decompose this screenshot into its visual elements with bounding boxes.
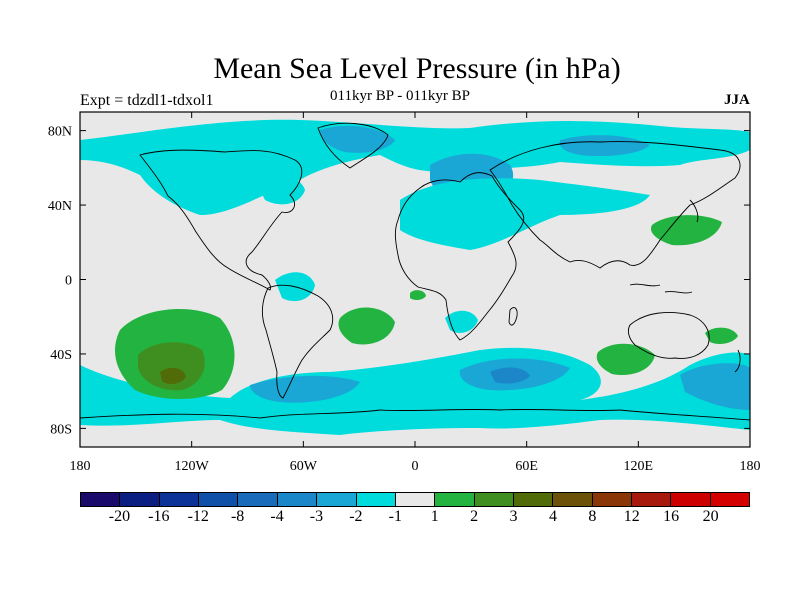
- lat-tick-label: 80N: [48, 125, 72, 140]
- field-pos1-north-pacific: [650, 215, 722, 246]
- lon-tick-label: 120E: [624, 459, 654, 474]
- coastline-north-america: [139, 149, 303, 291]
- lon-tick-label: 180: [70, 459, 91, 474]
- field-neg1-south-atlantic-small: [445, 310, 478, 333]
- colorbar-level-label: 4: [548, 508, 557, 525]
- field-neg2-greenland: [320, 125, 395, 153]
- lat-tick-label: 80S: [50, 422, 72, 437]
- field-pos1-aus-east: [705, 327, 738, 344]
- coastline-south-america: [261, 284, 334, 399]
- coastline-japan: [689, 199, 699, 223]
- coastline-new-zealand: [734, 349, 741, 373]
- colorbar-swatch: [199, 493, 239, 506]
- lon-tick-label: 60W: [290, 459, 318, 474]
- colorbar-labels: -20 -16 -12 -8 -4 -3 -2 -1 1 2 3 4 8 12 16 20: [80, 508, 750, 528]
- colorbar-swatch: [632, 493, 672, 506]
- colorbar-swatch: [592, 493, 633, 506]
- colorbar-swatch: [317, 493, 357, 506]
- colorbar-swatch: [238, 493, 278, 506]
- colorbar-swatch: [435, 493, 475, 506]
- coastlines: [79, 122, 751, 421]
- field-neg1-southern-ocean: [80, 347, 750, 435]
- colorbar-swatch: [159, 493, 200, 506]
- colorbar-swatch: [671, 493, 711, 506]
- colorbar-swatch: [395, 493, 436, 506]
- colorbar: [80, 492, 750, 507]
- latitude-axis: 80N 40N 0 40S 80S: [48, 125, 750, 437]
- colorbar-level-label: 3: [509, 508, 518, 525]
- colorbar-level-label: 8: [588, 508, 597, 525]
- field-pos1-south-atlantic: [338, 307, 395, 345]
- page-title: Mean Sea Level Pressure (in hPa): [213, 52, 621, 85]
- colorbar-level-label: -16: [148, 508, 170, 525]
- field-neg1-na-coast: [255, 174, 305, 205]
- colorbar-swatch: [710, 493, 750, 506]
- season-label: JJA: [724, 92, 750, 108]
- colorbar-swatch: [553, 493, 593, 506]
- lat-tick-label: 40S: [50, 348, 72, 363]
- colorbar-level-label: 16: [663, 508, 680, 525]
- colorbar-level-label: -3: [309, 508, 324, 525]
- coastline-asia: [489, 141, 741, 269]
- colorbar-level-label: 20: [702, 508, 719, 525]
- lon-tick-label: 0: [412, 459, 419, 474]
- colorbar-level-label: -12: [187, 508, 209, 525]
- colorbar-level-label: -4: [270, 508, 284, 525]
- colorbar-swatch: [120, 493, 160, 506]
- coastline-greenland: [317, 122, 389, 169]
- coastline-madagascar: [508, 307, 518, 326]
- field-pos1-indian: [596, 343, 655, 376]
- lon-tick-label: 120W: [175, 459, 210, 474]
- colorbar-swatch: [474, 493, 514, 506]
- longitude-axis: 180 120W 60W 0 60E 120E 180: [70, 112, 761, 474]
- colorbar-swatch: [356, 493, 396, 506]
- field-neg2-arctic-east: [559, 135, 650, 157]
- field-neg2-south-indian: [680, 363, 750, 410]
- period-label: 011kyr BP - 011kyr BP: [330, 88, 471, 104]
- field-pos1-west-africa: [410, 290, 426, 301]
- lat-tick-label: 40N: [48, 199, 72, 214]
- coastline-indonesia: [629, 283, 693, 294]
- lon-tick-label: 60E: [515, 459, 538, 474]
- colorbar-swatch: [81, 493, 121, 506]
- lon-tick-label: 180: [740, 459, 761, 474]
- field-neg2-south-pacific: [250, 375, 360, 403]
- experiment-label: Expt = tdzdl1-tdxol1: [80, 92, 214, 109]
- field-neg3-south-atlantic: [490, 367, 530, 384]
- colorbar-level-label: 12: [623, 508, 640, 525]
- colorbar-level-label: -2: [349, 508, 363, 525]
- colorbar-level-label: -8: [230, 508, 245, 525]
- colorbar-swatch: [513, 493, 554, 506]
- lat-tick-label: 0: [65, 274, 72, 289]
- field-pos3-south-pacific: [160, 367, 186, 385]
- colorbar-level-label: 2: [470, 508, 479, 525]
- colorbar-level-label: -20: [108, 508, 131, 525]
- field-pos2-south-pacific: [138, 342, 205, 391]
- coastline-eurasia-africa: [394, 172, 525, 341]
- colorbar-level-label: -1: [388, 508, 402, 525]
- colorbar-swatch: [277, 493, 318, 506]
- field-neg1-central-eurasia: [400, 178, 650, 250]
- coastline-australia: [627, 312, 710, 359]
- anomaly-fields: [80, 119, 750, 435]
- colorbar-level-label: 1: [430, 508, 439, 525]
- coastline-antarctica: [79, 408, 751, 421]
